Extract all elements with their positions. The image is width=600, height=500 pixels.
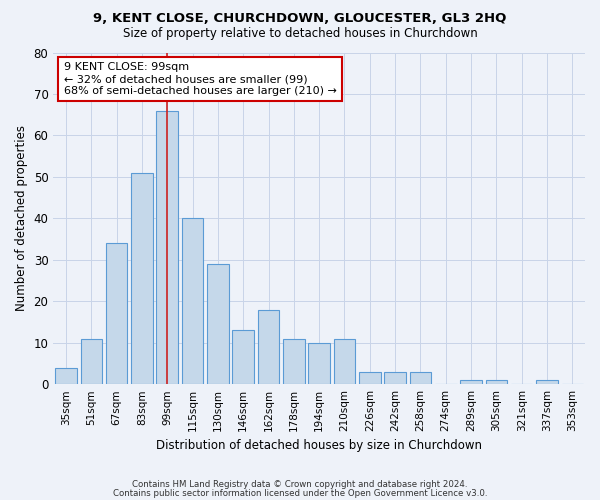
Bar	[460, 380, 482, 384]
Bar	[131, 172, 152, 384]
Text: 9 KENT CLOSE: 99sqm
← 32% of detached houses are smaller (99)
68% of semi-detach: 9 KENT CLOSE: 99sqm ← 32% of detached ho…	[64, 62, 337, 96]
Bar	[283, 338, 305, 384]
Bar	[359, 372, 380, 384]
Text: Size of property relative to detached houses in Churchdown: Size of property relative to detached ho…	[122, 28, 478, 40]
Text: 9, KENT CLOSE, CHURCHDOWN, GLOUCESTER, GL3 2HQ: 9, KENT CLOSE, CHURCHDOWN, GLOUCESTER, G…	[94, 12, 506, 26]
Bar	[207, 264, 229, 384]
Bar	[308, 342, 330, 384]
Bar	[182, 218, 203, 384]
X-axis label: Distribution of detached houses by size in Churchdown: Distribution of detached houses by size …	[156, 440, 482, 452]
Bar	[536, 380, 558, 384]
Text: Contains HM Land Registry data © Crown copyright and database right 2024.: Contains HM Land Registry data © Crown c…	[132, 480, 468, 489]
Y-axis label: Number of detached properties: Number of detached properties	[15, 126, 28, 312]
Bar	[410, 372, 431, 384]
Bar	[485, 380, 507, 384]
Bar	[106, 243, 127, 384]
Bar	[385, 372, 406, 384]
Bar	[157, 110, 178, 384]
Bar	[55, 368, 77, 384]
Bar	[232, 330, 254, 384]
Text: Contains public sector information licensed under the Open Government Licence v3: Contains public sector information licen…	[113, 488, 487, 498]
Bar	[80, 338, 102, 384]
Bar	[334, 338, 355, 384]
Bar	[258, 310, 279, 384]
